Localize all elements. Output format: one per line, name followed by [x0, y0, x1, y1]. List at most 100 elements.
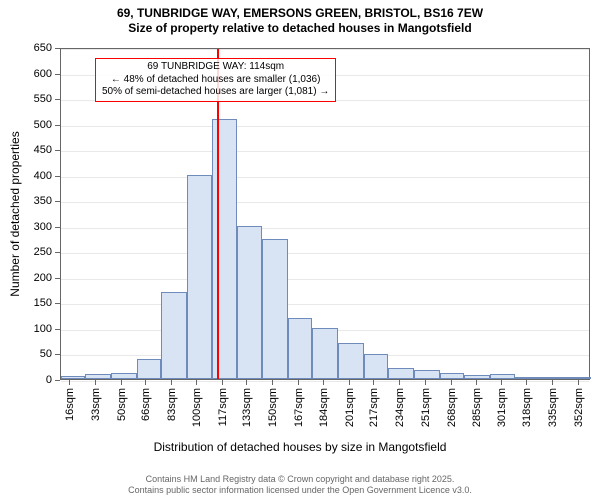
- y-tick-mark: [55, 252, 60, 253]
- histogram-bar: [111, 373, 137, 379]
- grid-line: [61, 151, 589, 152]
- histogram-bar: [288, 318, 312, 379]
- annotation-callout: 69 TUNBRIDGE WAY: 114sqm ← 48% of detach…: [95, 58, 336, 102]
- grid-line: [61, 49, 589, 50]
- grid-line: [61, 253, 589, 254]
- x-tick-label: 66sqm: [140, 386, 152, 478]
- grid-line: [61, 304, 589, 305]
- grid-line: [61, 228, 589, 229]
- x-tick-label: 16sqm: [64, 386, 76, 478]
- histogram-bar: [237, 226, 263, 379]
- x-tick-mark: [552, 380, 553, 385]
- x-tick-mark: [69, 380, 70, 385]
- attribution-line2: Contains public sector information licen…: [0, 485, 600, 496]
- y-tick-label: 550: [34, 93, 52, 105]
- histogram-bar: [85, 374, 111, 379]
- grid-line: [61, 381, 589, 382]
- y-tick-label: 100: [34, 323, 52, 335]
- x-tick-label: 318sqm: [521, 386, 533, 478]
- x-tick-label: 100sqm: [191, 386, 203, 478]
- x-tick-label: 234sqm: [394, 386, 406, 478]
- histogram-bar: [137, 359, 161, 379]
- grid-line: [61, 279, 589, 280]
- x-tick-label: 133sqm: [241, 386, 253, 478]
- x-tick-mark: [349, 380, 350, 385]
- y-tick-mark: [55, 125, 60, 126]
- x-tick-label: 335sqm: [547, 386, 559, 478]
- x-tick-mark: [298, 380, 299, 385]
- chart-title-line2: Size of property relative to detached ho…: [0, 21, 600, 36]
- y-tick-label: 350: [34, 195, 52, 207]
- histogram-bar: [212, 119, 236, 379]
- x-tick-mark: [526, 380, 527, 385]
- histogram-bar: [440, 373, 464, 379]
- x-tick-mark: [272, 380, 273, 385]
- x-tick-label: 33sqm: [90, 386, 102, 478]
- histogram-bar: [464, 375, 490, 379]
- x-tick-label: 50sqm: [116, 386, 128, 478]
- annotation-line1: 69 TUNBRIDGE WAY: 114sqm: [102, 61, 329, 74]
- x-tick-mark: [323, 380, 324, 385]
- histogram-bar: [414, 370, 440, 379]
- attribution-line1: Contains HM Land Registry data © Crown c…: [0, 474, 600, 485]
- y-tick-mark: [55, 99, 60, 100]
- x-tick-mark: [171, 380, 172, 385]
- x-tick-mark: [145, 380, 146, 385]
- y-tick-label: 450: [34, 144, 52, 156]
- y-tick-mark: [55, 329, 60, 330]
- y-tick-mark: [55, 48, 60, 49]
- x-tick-mark: [246, 380, 247, 385]
- y-tick-mark: [55, 201, 60, 202]
- y-tick-label: 300: [34, 221, 52, 233]
- annotation-line2: ← 48% of detached houses are smaller (1,…: [102, 74, 329, 87]
- y-tick-label: 250: [34, 246, 52, 258]
- x-tick-label: 352sqm: [573, 386, 585, 478]
- x-tick-mark: [373, 380, 374, 385]
- histogram-bar: [187, 175, 213, 379]
- x-tick-mark: [196, 380, 197, 385]
- y-tick-mark: [55, 278, 60, 279]
- histogram-bar: [565, 377, 591, 379]
- y-axis-label: Number of detached properties: [8, 131, 22, 296]
- x-tick-label: 301sqm: [496, 386, 508, 478]
- x-tick-label: 117sqm: [217, 386, 229, 478]
- x-tick-label: 217sqm: [368, 386, 380, 478]
- grid-line: [61, 202, 589, 203]
- y-tick-label: 650: [34, 42, 52, 54]
- y-tick-label: 150: [34, 297, 52, 309]
- histogram-bar: [262, 239, 288, 379]
- histogram-bar: [161, 292, 187, 379]
- x-tick-mark: [501, 380, 502, 385]
- y-tick-mark: [55, 227, 60, 228]
- attribution: Contains HM Land Registry data © Crown c…: [0, 474, 600, 497]
- histogram-bar: [490, 374, 516, 379]
- histogram-bar: [515, 377, 539, 379]
- histogram-bar: [540, 377, 566, 379]
- x-tick-label: 201sqm: [344, 386, 356, 478]
- x-tick-mark: [425, 380, 426, 385]
- x-tick-label: 83sqm: [166, 386, 178, 478]
- x-axis-label: Distribution of detached houses by size …: [0, 440, 600, 454]
- histogram-bar: [388, 368, 414, 379]
- y-tick-mark: [55, 176, 60, 177]
- x-tick-mark: [451, 380, 452, 385]
- histogram-bar: [312, 328, 338, 379]
- y-tick-label: 500: [34, 119, 52, 131]
- y-tick-label: 600: [34, 68, 52, 80]
- x-tick-mark: [476, 380, 477, 385]
- x-tick-label: 268sqm: [446, 386, 458, 478]
- x-tick-mark: [399, 380, 400, 385]
- x-tick-mark: [578, 380, 579, 385]
- chart-title-line1: 69, TUNBRIDGE WAY, EMERSONS GREEN, BRIST…: [0, 6, 600, 21]
- histogram-bar: [338, 343, 364, 379]
- histogram-bar: [61, 376, 85, 379]
- grid-line: [61, 126, 589, 127]
- x-tick-label: 184sqm: [318, 386, 330, 478]
- y-tick-mark: [55, 74, 60, 75]
- x-tick-mark: [121, 380, 122, 385]
- y-tick-label: 50: [40, 348, 52, 360]
- grid-line: [61, 177, 589, 178]
- x-tick-mark: [95, 380, 96, 385]
- x-tick-label: 251sqm: [420, 386, 432, 478]
- y-tick-mark: [55, 150, 60, 151]
